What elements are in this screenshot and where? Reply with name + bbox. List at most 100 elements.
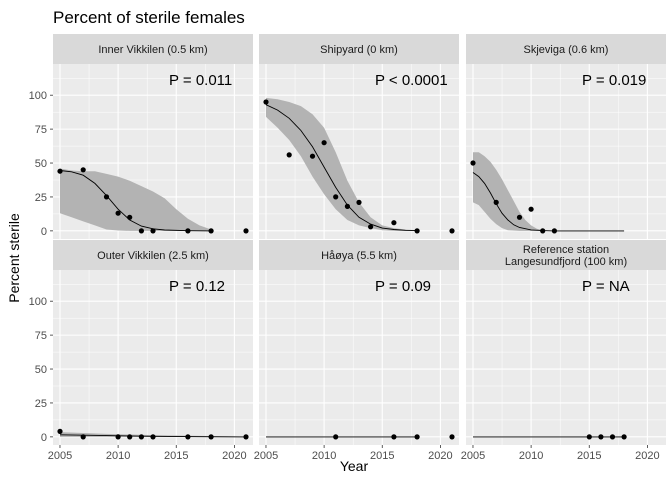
data-point [609, 434, 616, 440]
facet-panels: Inner Vikkilen (0.5 km) P = 0.011 0 25 50 75 1… [29, 34, 666, 462]
data-point [57, 428, 63, 434]
data-point [243, 434, 249, 440]
data-point [586, 434, 592, 440]
p-value-label: P = 0.011 [169, 72, 232, 89]
p-value-label: P = NA [582, 278, 630, 295]
x-axis-title: Year [340, 458, 369, 474]
data-point [391, 220, 397, 226]
data-point [115, 434, 121, 440]
data-point [150, 434, 156, 440]
data-point [540, 228, 546, 234]
data-point [516, 214, 523, 220]
facet-strip-label: Skjeviga (0.6 km) [524, 44, 609, 56]
fit-line [59, 170, 212, 232]
data-point [356, 199, 362, 205]
data-point [115, 210, 121, 216]
facet-panel: Skjeviga (0.6 km) P = 0.019 [466, 34, 666, 239]
chart-title: Percent of sterile females [53, 8, 245, 27]
facet-panel: Outer Vikkilen (2.5 km) P = 0.12 0 25 50 75 10… [29, 240, 253, 462]
facet-panel: Håøya (5.5 km) P = 0.09 2005 2010 2015 2020 [254, 240, 459, 462]
facet-strip [259, 34, 459, 64]
x-tick-label: 2015 [164, 450, 188, 462]
data-point [368, 224, 374, 230]
x-tick-label: 2005 [254, 450, 278, 462]
data-point [150, 228, 156, 234]
y-tick-label: 75 [35, 330, 47, 342]
x-tick-label: 2010 [519, 450, 543, 462]
data-point [344, 203, 350, 209]
data-point [185, 434, 191, 440]
data-point [598, 434, 604, 440]
x-tick-label: 2015 [577, 450, 601, 462]
y-tick-label: 50 [35, 158, 47, 170]
x-tick-label: 2020 [428, 450, 452, 462]
data-point [449, 434, 455, 440]
data-point [414, 434, 420, 440]
facet-strip-label: Håøya (5.5 km) [321, 250, 397, 262]
y-tick-label: 0 [41, 432, 47, 444]
data-point [528, 206, 534, 212]
panel-background [466, 270, 666, 445]
facet-strip [53, 240, 253, 270]
y-tick-label: 75 [35, 124, 47, 136]
confidence-band [266, 97, 418, 231]
x-tick-label: 2010 [106, 450, 130, 462]
data-point [103, 194, 110, 200]
facet-strip [466, 240, 666, 270]
x-tick-label: 2010 [312, 450, 336, 462]
y-tick-label: 0 [41, 226, 47, 238]
y-tick-label: 100 [29, 90, 47, 102]
x-tick-label: 2020 [222, 450, 246, 462]
facet-strip-label: Reference station [523, 244, 609, 256]
facet-strip-label: Outer Vikkilen (2.5 km) [97, 250, 209, 262]
p-value-label: P < 0.0001 [375, 72, 448, 89]
data-point [208, 434, 214, 440]
data-point [286, 152, 292, 158]
p-value-label: P = 0.019 [582, 72, 646, 89]
facet-strip [259, 240, 459, 270]
facet-panel: Shipyard (0 km) P < 0.0001 [259, 34, 459, 239]
facet-strip-label: Langesundfjord (100 km) [505, 256, 627, 268]
facet-panel: Inner Vikkilen (0.5 km) P = 0.011 0 25 50 75 1… [29, 34, 253, 239]
panel-background [259, 270, 459, 445]
data-point [333, 194, 339, 200]
y-tick-label: 25 [35, 398, 47, 410]
data-point [321, 140, 327, 146]
facet-strip [466, 34, 666, 64]
data-point [138, 228, 144, 234]
data-point [551, 228, 558, 234]
data-point [208, 228, 214, 234]
panel-background [53, 270, 253, 445]
data-point [80, 167, 86, 173]
data-point [470, 160, 476, 166]
y-tick-label: 100 [29, 296, 47, 308]
y-tick-label: 50 [35, 364, 47, 376]
p-value-label: P = 0.09 [375, 278, 431, 295]
data-point [127, 214, 133, 220]
facet-strip-label: Shipyard (0 km) [320, 44, 398, 56]
x-tick-label: 2005 [48, 450, 72, 462]
data-point [263, 99, 269, 105]
data-point [414, 228, 420, 234]
data-point [493, 199, 499, 205]
data-point [80, 434, 86, 440]
p-value-label: P = 0.12 [169, 278, 225, 295]
data-point [127, 434, 133, 440]
data-point [449, 228, 455, 234]
facet-strip [53, 34, 253, 64]
data-point [391, 434, 397, 440]
data-point [243, 228, 249, 234]
y-axis-title: Percent sterile [6, 213, 22, 303]
data-point [57, 168, 63, 174]
data-point [185, 228, 191, 234]
confidence-band [473, 152, 555, 231]
data-point [138, 434, 144, 440]
x-tick-label: 2015 [370, 450, 394, 462]
data-point [309, 153, 316, 159]
data-point [621, 434, 627, 440]
facet-strip-label: Inner Vikkilen (0.5 km) [98, 44, 207, 56]
y-tick-label: 25 [35, 192, 47, 204]
data-point [333, 434, 339, 440]
